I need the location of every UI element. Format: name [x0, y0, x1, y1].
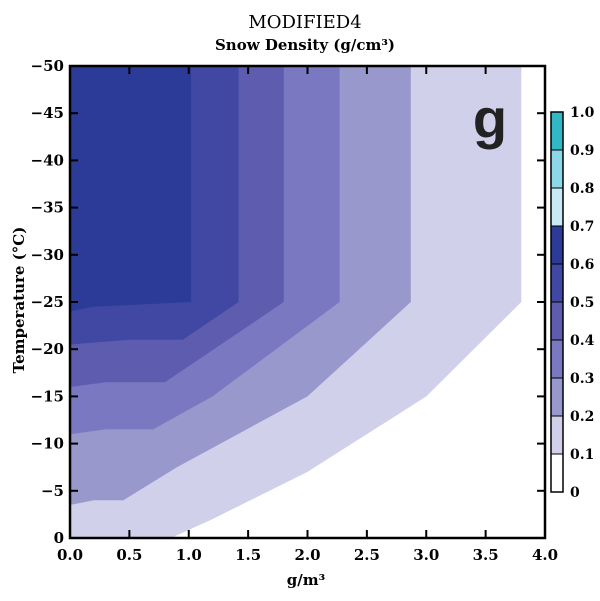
- y-axis: 0 −5 −10 −15 −20 −25 −30 −35 −40 −45 −50: [31, 57, 545, 547]
- x-tick-label: 3.5: [473, 546, 499, 564]
- colorbar-swatch: [550, 187, 564, 227]
- colorbar-swatch: [550, 225, 564, 265]
- colorbar-swatch: [550, 301, 564, 341]
- y-axis-label: Temperature (°C): [10, 227, 28, 374]
- y-tick-label: 0: [54, 529, 64, 547]
- y-tick-label: −35: [31, 199, 64, 217]
- region-0.6-0.7: [70, 66, 192, 312]
- x-tick-label: 0.0: [57, 546, 83, 564]
- colorbar: 0 0.1 0.2 0.3 0.4 0.5 0.6 0.7 0.8 0.9 1.0: [550, 105, 595, 501]
- colorbar-label: 0.5: [570, 295, 594, 311]
- colorbar-swatch: [550, 339, 564, 379]
- y-tick-label: −5: [41, 482, 64, 500]
- colorbar-swatch: [550, 149, 564, 189]
- colorbar-label: 0.3: [570, 371, 594, 387]
- colorbar-label: 0.4: [570, 333, 595, 349]
- chart-title: MODIFIED4: [248, 12, 361, 33]
- y-tick-label: −10: [31, 435, 64, 453]
- colorbar-swatch: [550, 415, 564, 455]
- colorbar-label: 0.1: [570, 447, 594, 463]
- x-tick-label: 1.5: [235, 546, 261, 564]
- x-tick-label: 2.5: [354, 546, 380, 564]
- colorbar-label: 1.0: [570, 105, 595, 121]
- y-tick-label: −25: [31, 293, 64, 311]
- y-tick-label: −15: [31, 387, 64, 405]
- contour-fills: [70, 66, 522, 538]
- colorbar-label: 0: [570, 485, 580, 501]
- y-tick-label: −40: [31, 151, 64, 169]
- y-tick-label: −45: [31, 104, 64, 122]
- colorbar-swatch: [550, 377, 564, 417]
- x-axis: 0.0 0.5 1.0 1.5 2.0 2.5 3.0 3.5 4.0: [57, 66, 558, 564]
- colorbar-border: [550, 111, 564, 493]
- x-tick-label: 4.0: [532, 546, 558, 564]
- y-tick-label: −20: [31, 340, 64, 358]
- y-tick-label: −30: [31, 246, 64, 264]
- colorbar-label: 0.9: [570, 143, 594, 159]
- panel-label: g: [473, 87, 507, 150]
- x-tick-label: 2.0: [294, 546, 320, 564]
- colorbar-label: 0.6: [570, 257, 594, 273]
- colorbar-label: 0.8: [570, 181, 594, 197]
- colorbar-swatch: [550, 453, 564, 493]
- colorbar-swatch: [550, 111, 564, 151]
- y-tick-label: −50: [31, 57, 64, 75]
- colorbar-label: 0.2: [570, 409, 594, 425]
- x-tick-label: 3.0: [413, 546, 439, 564]
- x-axis-label: g/m³: [287, 571, 325, 589]
- colorbar-label: 0.7: [570, 219, 594, 235]
- colorbar-swatch: [550, 263, 564, 303]
- x-tick-label: 0.5: [116, 546, 142, 564]
- chart-subtitle: Snow Density (g/cm³): [215, 36, 395, 54]
- x-tick-label: 1.0: [176, 546, 202, 564]
